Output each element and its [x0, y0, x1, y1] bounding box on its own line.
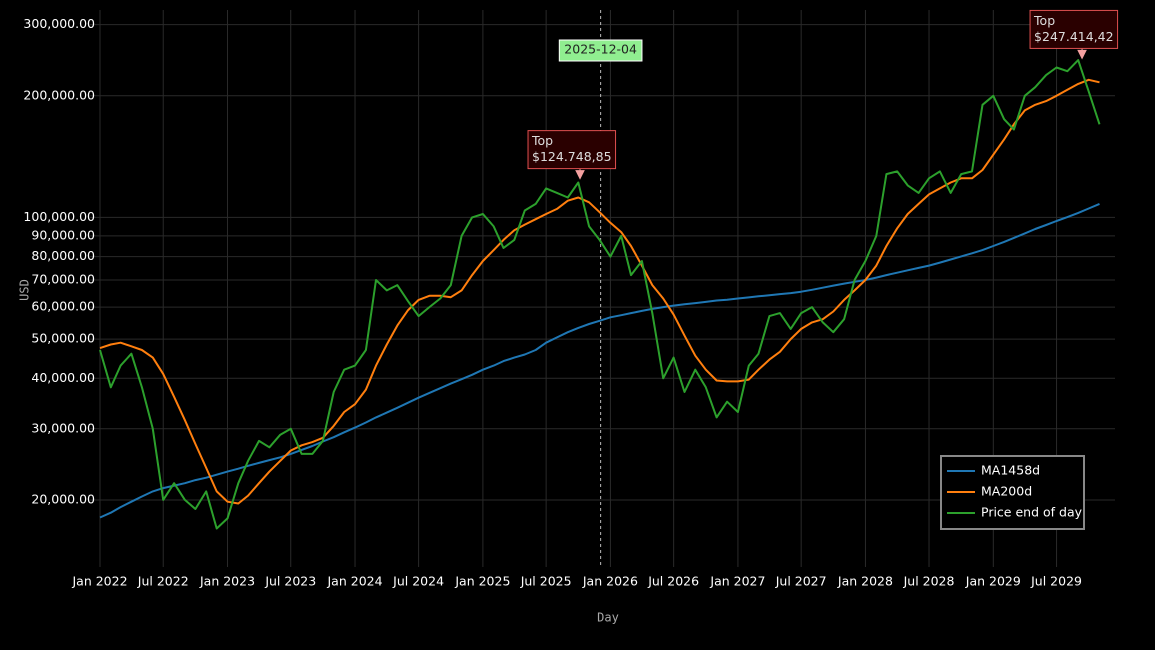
x-tick-label: Jul 2022: [137, 574, 189, 589]
x-tick-label: Jan 2025: [454, 574, 510, 589]
y-tick-label: 200,000.00: [23, 87, 95, 102]
x-tick-label: Jan 2026: [582, 574, 638, 589]
y-tick-label: 70,000.00: [31, 272, 95, 287]
hover-label-box: [558, 39, 643, 62]
annotation: Top$124.748,85: [527, 130, 617, 180]
annotation-box: [527, 130, 617, 170]
x-tick-label: Jul 2025: [520, 574, 572, 589]
x-axis-title: Day: [597, 611, 619, 625]
x-tick-label: Jan 2028: [837, 574, 893, 589]
legend-label[interactable]: MA200d: [981, 484, 1032, 499]
series-line: [99, 59, 1101, 530]
overlays: 2025-12-04Top$124.748,85Top$247.414,42MA…: [527, 9, 1119, 530]
legend: MA1458d MA200d Price end of day: [940, 455, 1085, 530]
y-tick-label: 50,000.00: [31, 331, 95, 346]
annotation-text: $124.748,85: [532, 149, 612, 164]
hover-label: 2025-12-04: [558, 39, 643, 62]
x-tick-label: Jan 2029: [965, 574, 1021, 589]
y-axis-title: USD: [18, 279, 32, 301]
x-tick-label: Jan 2027: [709, 574, 765, 589]
y-tick-label: 20,000.00: [31, 491, 95, 506]
x-tick-label: Jul 2029: [1030, 574, 1082, 589]
annotation: Top$247.414,42: [1029, 9, 1119, 60]
annotation-text: $247.414,42: [1034, 29, 1114, 44]
y-tick-label: 100,000.00: [23, 209, 95, 224]
hover-label-text: 2025-12-04: [564, 42, 637, 57]
y-tick-label: 80,000.00: [31, 248, 95, 263]
y-tick-label: 90,000.00: [31, 227, 95, 242]
annotation-arrow: [575, 168, 585, 180]
x-tick-label: Jul 2024: [392, 574, 444, 589]
series-line: [99, 202, 1100, 519]
annotation-box: [1029, 9, 1119, 49]
annotation-text: Top: [531, 133, 553, 148]
x-tick-label: Jul 2023: [264, 574, 316, 589]
x-tick-label: Jul 2027: [775, 574, 827, 589]
x-tick-label: Jan 2024: [327, 574, 383, 589]
plot-lines: [99, 59, 1101, 530]
annotation-text: Top: [1033, 13, 1055, 28]
y-tick-label: 60,000.00: [31, 299, 95, 314]
series-line: [99, 78, 1100, 505]
x-tick-label: Jan 2023: [199, 574, 255, 589]
legend-label[interactable]: Price end of day: [981, 505, 1083, 520]
x-tick-label: Jul 2026: [647, 574, 699, 589]
y-tick-label: 300,000.00: [23, 16, 95, 31]
x-tick-label: Jan 2022: [71, 574, 127, 589]
annotation-arrow: [1077, 48, 1087, 60]
legend-label[interactable]: MA1458d: [981, 463, 1040, 478]
x-tick-label: Jul 2028: [903, 574, 955, 589]
y-tick-label: 30,000.00: [31, 420, 95, 435]
grid: [90, 10, 1115, 567]
y-tick-label: 40,000.00: [31, 370, 95, 385]
